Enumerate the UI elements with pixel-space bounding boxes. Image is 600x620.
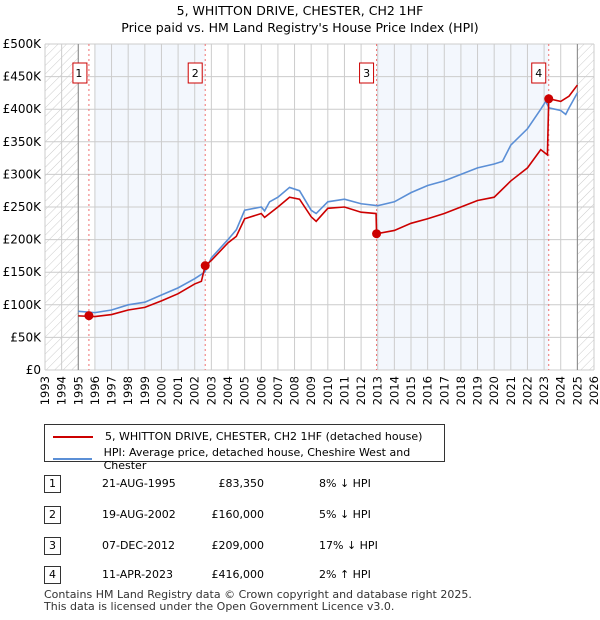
x-tick-label: 2022 [520,376,534,405]
sale-label: 3 [363,67,370,80]
x-tick-label: 2020 [487,376,501,405]
sale-label-box [187,62,203,84]
footer-copyright: Contains HM Land Registry data © Crown c… [44,588,472,601]
x-tick-label: 2014 [387,376,401,405]
legend-line-hpi [53,458,92,460]
y-tick-label: £300K [3,167,43,181]
transaction-price: £160,000 [211,508,265,521]
transaction-price: £83,350 [218,477,265,490]
footer: Contains HM Land Registry data © Crown c… [44,589,472,613]
sale-point [372,229,382,239]
y-tick-label: £500K [3,37,43,51]
x-tick-label: 2024 [554,376,568,405]
sale-label-box [531,62,547,84]
transaction-number: 3 [44,537,61,555]
sale-point [84,311,94,321]
legend-item-hpi: HPI: Average price, detached house, Ches… [53,446,444,472]
transaction-date: 07-DEC-2012 [102,539,176,552]
y-tick-label: £150K [3,265,43,279]
transaction-row: 1 21-AUG-1995 £83,350 8% ↓ HPI [44,475,444,495]
y-tick-label: £350K [3,135,43,149]
y-tick-label: £400K [3,102,43,116]
x-tick-label: 2011 [337,376,351,405]
transaction-number: 1 [44,475,61,493]
transaction-date: 11-APR-2023 [102,568,174,581]
sale-label: 2 [192,67,199,80]
sale-point [200,261,210,271]
transaction-price: £416,000 [211,568,265,581]
legend-line-price [53,435,93,438]
y-tick-label: £0 [26,363,41,377]
x-tick-label: 2021 [504,376,518,405]
legend-label: HPI: Average price, detached house, Ches… [103,446,411,472]
footer-licence: This data is licensed under the Open Gov… [44,600,395,613]
y-tick-label: £450K [3,70,43,84]
x-tick-label: 2003 [204,376,218,405]
transaction-number: 2 [44,506,61,524]
chart-subtitle: Price paid vs. HM Land Registry's House … [121,20,479,35]
x-tick-label: 2006 [254,376,268,405]
legend: 5, WHITTON DRIVE, CHESTER, CH2 1HF (deta… [44,424,445,472]
x-tick-label: 1995 [71,376,85,405]
y-tick-label: £250K [3,200,43,214]
x-tick-label: 2013 [371,376,385,405]
x-tick-label: 1998 [121,376,135,405]
x-tick-label: 2002 [188,376,202,405]
transaction-hpi-diff: 2% ↑ HPI [319,568,371,581]
x-tick-label: 2001 [171,376,185,405]
sale-label: 4 [535,67,542,80]
x-tick-label: 2017 [437,376,451,405]
x-tick-label: 2018 [454,376,468,405]
x-tick-label: 2004 [221,376,235,405]
x-tick-label: 1997 [105,376,119,405]
x-tick-label: 1996 [88,376,102,405]
transaction-hpi-diff: 8% ↓ HPI [319,477,371,490]
price-chart: 1993 1994 1995 1996 1997 1998 1999 2000 2001 2002… [3,37,600,405]
transaction-date: 19-AUG-2002 [102,508,176,521]
series-line-price [78,84,579,318]
y-tick-label: £100K [3,298,43,312]
chart-title: 5, WHITTON DRIVE, CHESTER, CH2 1HF [176,3,424,18]
transaction-row: 3 07-DEC-2012 £209,000 17% ↓ HPI [44,537,444,557]
x-tick-label: 2008 [288,376,302,405]
transaction-price: £209,000 [211,539,265,552]
y-tick-label: £200K [3,233,43,247]
x-tick-label: 1999 [138,376,152,405]
sale-label-box [72,62,88,84]
y-tick-label: £50K [10,330,42,344]
x-tick-label: 1994 [55,376,69,405]
x-tick-label: 2026 [587,376,600,405]
sale-label-box [359,62,375,84]
legend-label: 5, WHITTON DRIVE, CHESTER, CH2 1HF (deta… [105,430,423,443]
x-tick-label: 2005 [238,376,252,405]
series-line-hpi [78,92,579,314]
x-tick-label: 2025 [570,376,584,405]
sale-label: 1 [75,67,82,80]
transaction-row: 2 19-AUG-2002 £160,000 5% ↓ HPI [44,506,444,526]
x-tick-label: 2015 [404,376,418,405]
transaction-hpi-diff: 5% ↓ HPI [319,508,371,521]
x-tick-label: 2010 [321,376,335,405]
transaction-date: 21-AUG-1995 [102,477,176,490]
x-tick-label: 2012 [354,376,368,405]
x-tick-label: 2007 [271,376,285,405]
x-tick-label: 2009 [304,376,318,405]
legend-item-price: 5, WHITTON DRIVE, CHESTER, CH2 1HF (deta… [53,430,422,443]
x-tick-label: 2019 [471,376,485,405]
transaction-row: 4 11-APR-2023 £416,000 2% ↑ HPI [44,566,444,586]
transaction-hpi-diff: 17% ↓ HPI [319,539,378,552]
sale-point [544,94,554,104]
transaction-number: 4 [44,566,61,584]
x-tick-label: 2023 [537,376,551,405]
x-tick-label: 1993 [38,376,52,405]
x-tick-label: 2016 [421,376,435,405]
x-tick-label: 2000 [154,376,168,405]
